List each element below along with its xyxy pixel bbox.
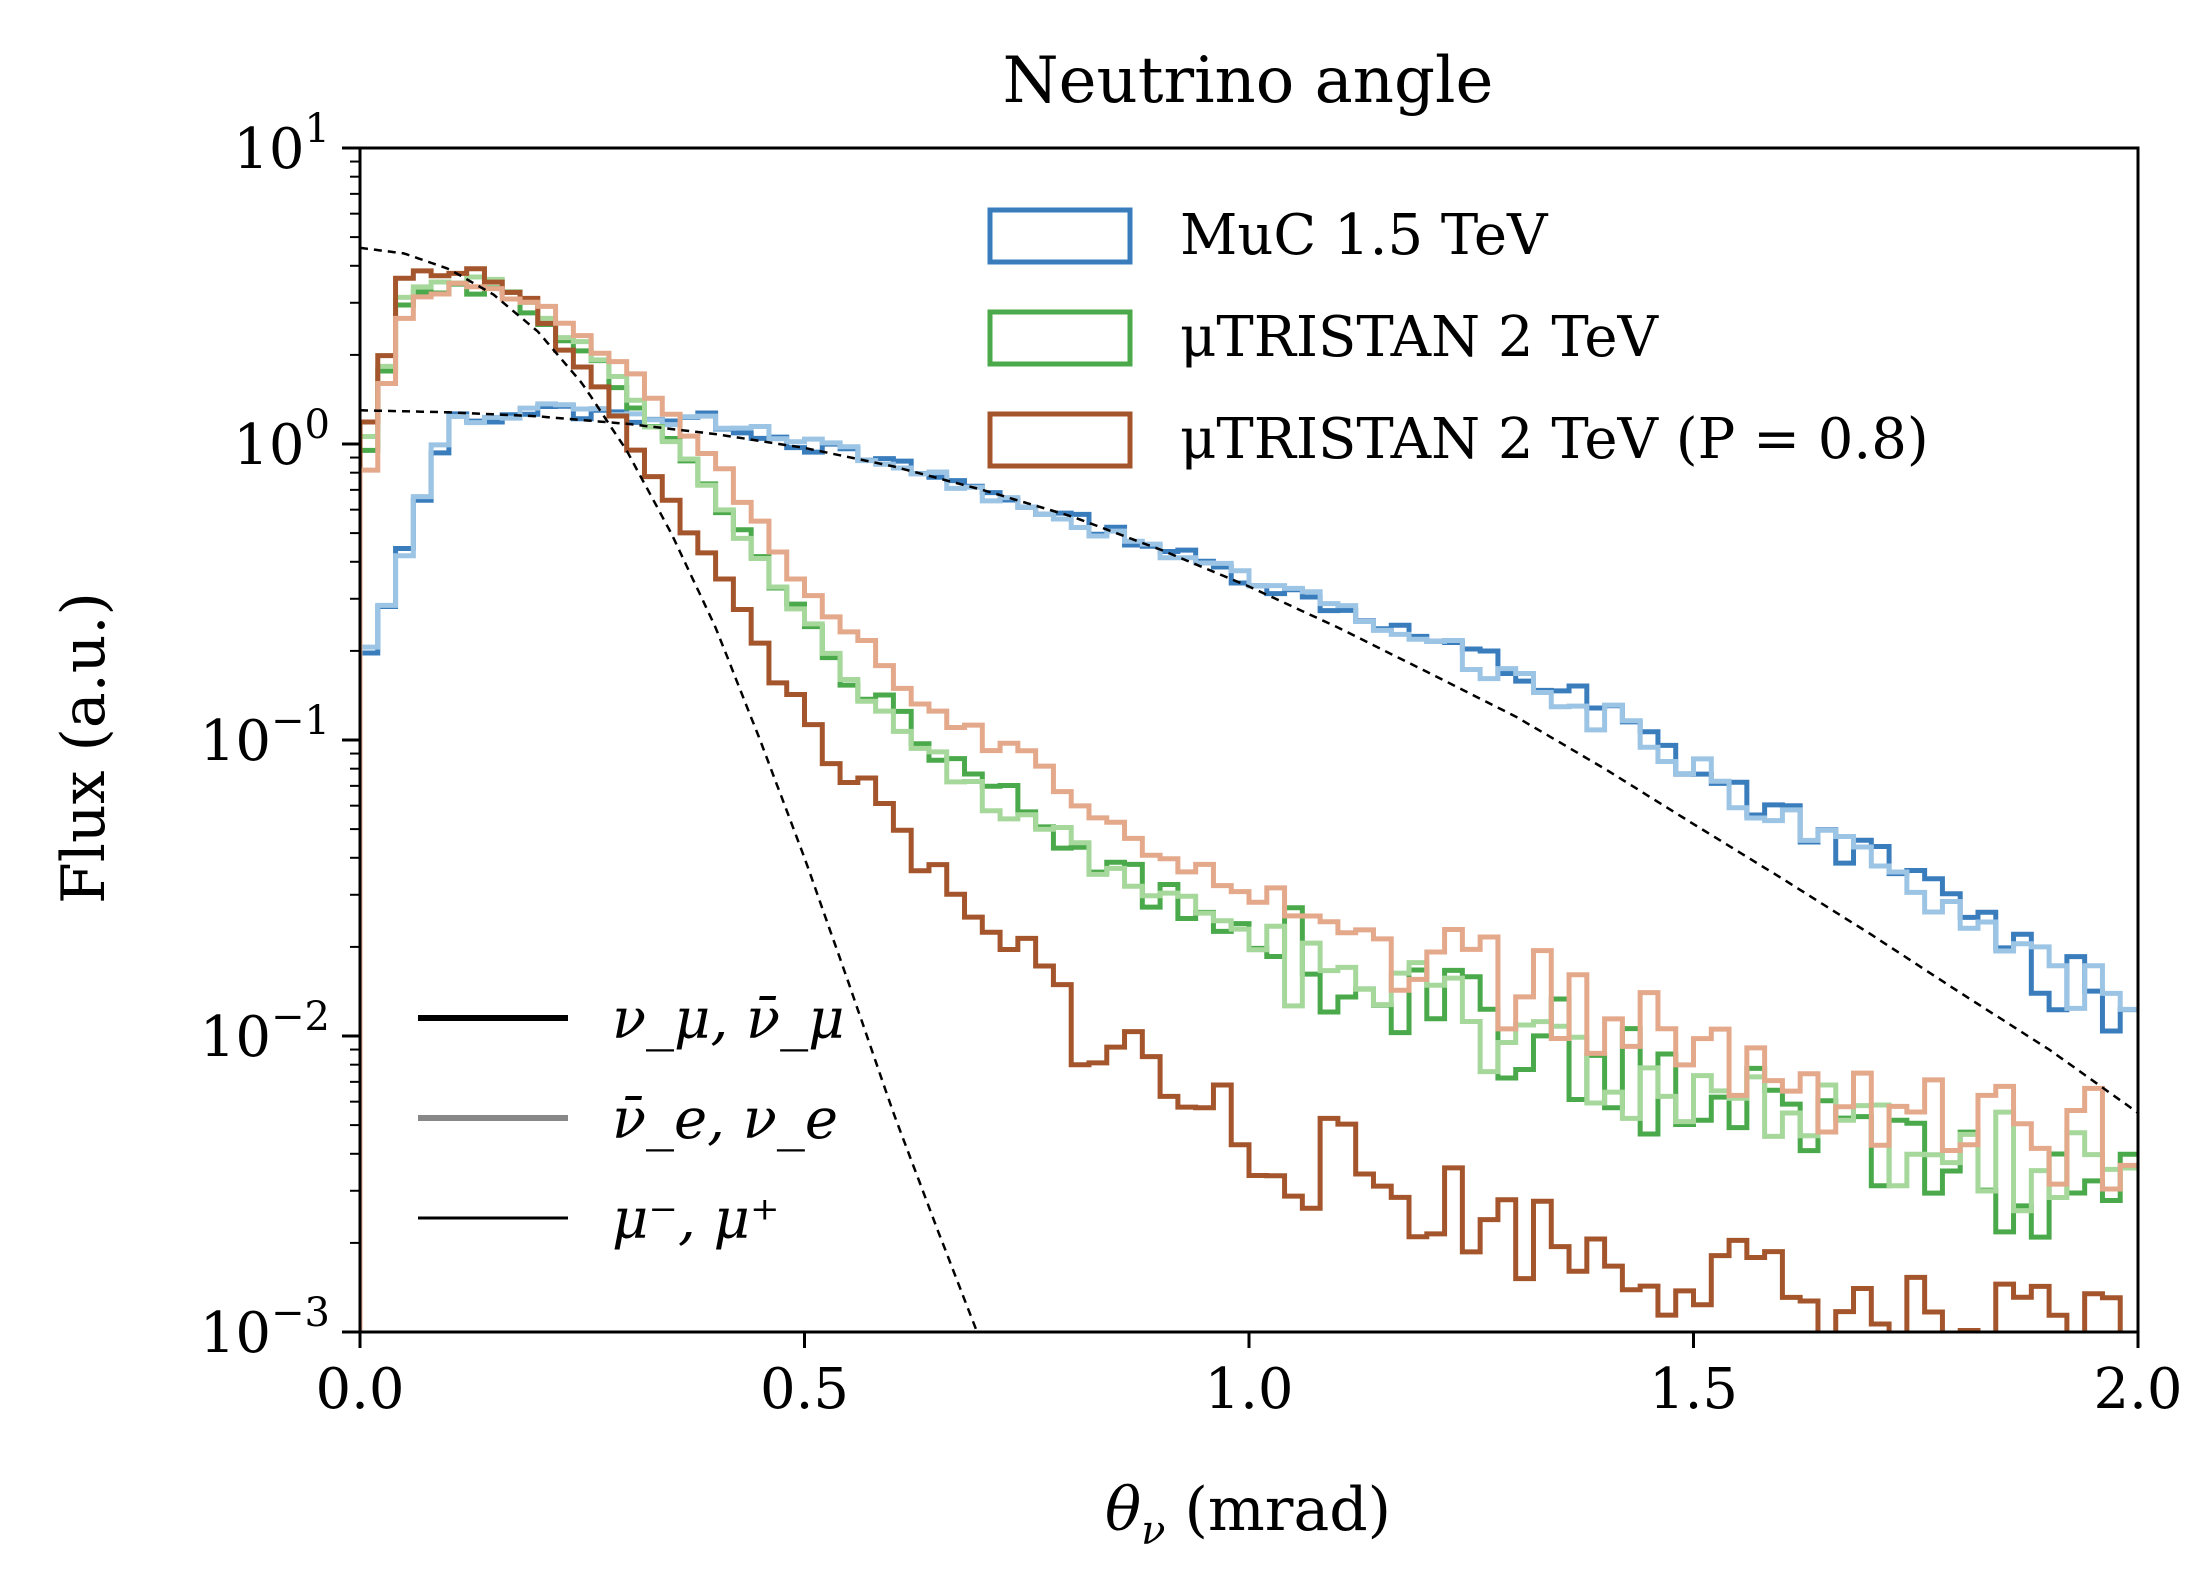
x-tick-label: 1.0 bbox=[1204, 1357, 1293, 1422]
y-tick-label: 10−2 bbox=[200, 994, 330, 1070]
legend-label: μ⁻, μ⁺ bbox=[612, 1187, 780, 1252]
axis-ticks: 0.0 0.5 1.0 1.5 2.0 10−3 10−2 10−1 100 101 bbox=[200, 106, 2183, 1422]
legend-swatch bbox=[987, 309, 1133, 367]
legend-datasets: MuC 1.5 TeV μTRISTAN 2 TeV μTRISTAN 2 TeV … bbox=[987, 203, 1929, 472]
x-tick-label: 0.0 bbox=[315, 1357, 404, 1422]
legend-label: μTRISTAN 2 TeV (P = 0.8) bbox=[1180, 407, 1929, 472]
y-tick-label: 101 bbox=[233, 106, 330, 182]
legend-label: μTRISTAN 2 TeV bbox=[1180, 305, 1660, 370]
legend-label: ν̄_e, ν_e bbox=[612, 1087, 838, 1152]
y-tick-label: 10−3 bbox=[200, 1290, 330, 1366]
legend-swatch bbox=[987, 411, 1133, 469]
x-axis-title: θν (mrad) bbox=[1105, 1475, 1391, 1554]
series-4-histogram bbox=[360, 266, 2123, 1332]
legend-species: ν_μ, ν̄_μ ν̄_e, ν_e μ⁻, μ⁺ bbox=[418, 987, 844, 1252]
x-tick-label: 0.5 bbox=[760, 1357, 849, 1422]
chart-title: Neutrino angle bbox=[1003, 44, 1494, 118]
y-tick-label: 10−1 bbox=[200, 698, 330, 774]
y-tick-label: 100 bbox=[233, 402, 330, 478]
x-tick-label: 1.5 bbox=[1649, 1357, 1738, 1422]
y-axis-title: Flux (a.u.) bbox=[49, 592, 119, 904]
plot-frame bbox=[358, 146, 2140, 1334]
series-6-model-curve bbox=[360, 409, 2138, 1114]
series-5-histogram bbox=[360, 280, 2138, 1332]
legend-label: ν_μ, ν̄_μ bbox=[612, 987, 844, 1052]
series-layer bbox=[360, 246, 2138, 1332]
legend-label: MuC 1.5 TeV bbox=[1180, 203, 1549, 268]
legend-swatch bbox=[987, 207, 1133, 265]
series-1-histogram bbox=[360, 401, 2138, 1332]
x-tick-label: 2.0 bbox=[2093, 1357, 2182, 1422]
